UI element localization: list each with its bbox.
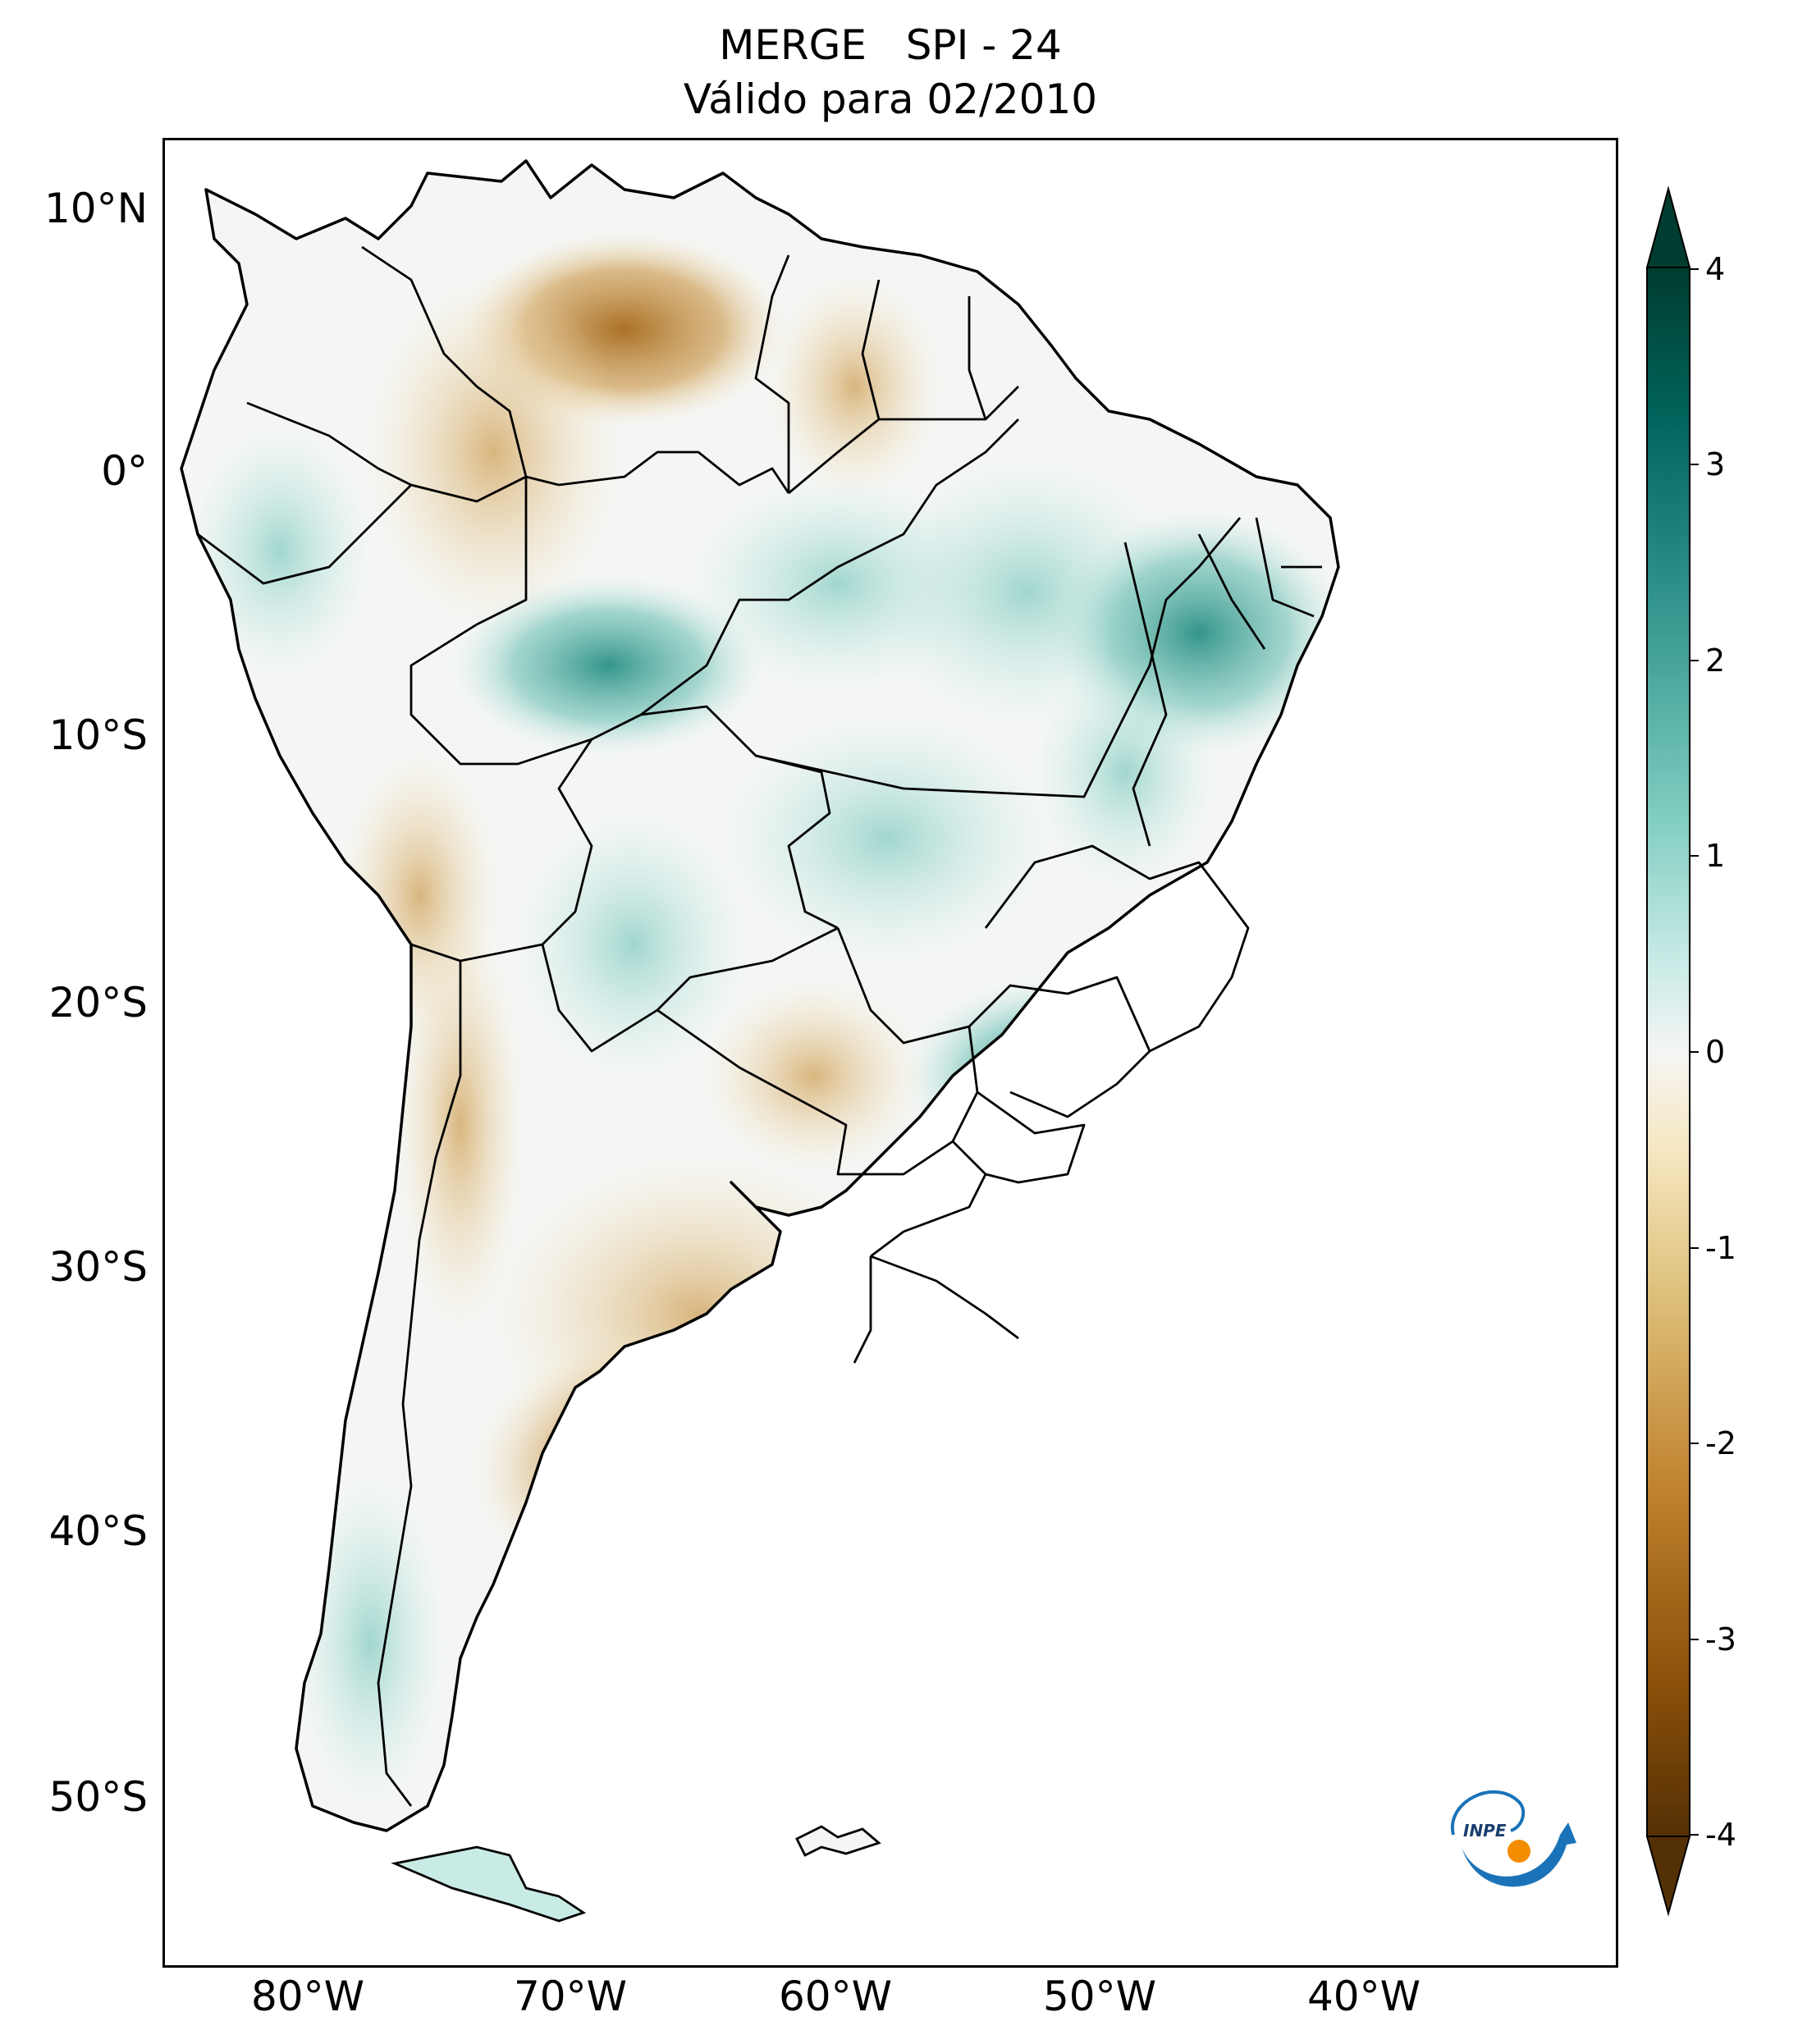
logo-dot-icon bbox=[1507, 1840, 1530, 1863]
falkland-islands bbox=[795, 1825, 881, 1857]
wet-anomaly-amazon-west bbox=[452, 575, 764, 756]
border-venezuela-guyana bbox=[754, 254, 790, 493]
land-shading bbox=[181, 161, 1338, 1831]
border-guianas-brazil bbox=[788, 386, 1019, 495]
logo-swoosh-icon bbox=[1450, 1790, 1526, 1836]
country-borders bbox=[197, 245, 1322, 1807]
lon-label-70w: 70°W bbox=[513, 1973, 628, 2020]
map-subtitle: Válido para 02/2010 bbox=[683, 75, 1098, 123]
dry-anomaly-colombia bbox=[362, 272, 624, 633]
colorbar-gradient bbox=[1646, 267, 1690, 1837]
lat-label-0: 0° bbox=[101, 447, 148, 495]
colorbar-bottom-arrow bbox=[1645, 1836, 1691, 1917]
border-colombia-brazil bbox=[476, 477, 528, 626]
wet-anomaly-tocantins bbox=[1035, 657, 1215, 887]
border-suriname-guiana bbox=[968, 296, 987, 420]
border-brazil-states-sp bbox=[968, 976, 1151, 1118]
colorbar-top-arrow bbox=[1645, 185, 1691, 268]
colorbar-label-minus4: -4 bbox=[1705, 1817, 1736, 1853]
lon-label-60w: 60°W bbox=[778, 1973, 893, 2020]
colorbar-label-4: 4 bbox=[1705, 251, 1726, 287]
colorbar-label-1: 1 bbox=[1705, 838, 1726, 874]
tierra-del-fuego bbox=[391, 1845, 587, 1923]
lat-label-10n: 10°N bbox=[43, 185, 148, 232]
coastline bbox=[180, 159, 1340, 1832]
border-bolivia-paraguay bbox=[657, 926, 839, 1011]
wet-anomaly-ecuador bbox=[190, 428, 370, 674]
border-bolivia-chile-argentina bbox=[541, 944, 658, 1053]
dry-anomaly-argentina-pampa bbox=[469, 1330, 895, 1609]
dry-anomaly-paraguay bbox=[698, 977, 928, 1174]
colorbar bbox=[1645, 185, 1699, 1917]
colorbar-label-0: 0 bbox=[1705, 1034, 1726, 1070]
lat-label-50s: 50°S bbox=[48, 1773, 148, 1821]
colorbar-label-minus1: -1 bbox=[1705, 1230, 1736, 1266]
lon-label-40w: 40°W bbox=[1306, 1973, 1421, 2020]
colorbar-label-2: 2 bbox=[1705, 642, 1726, 679]
wet-anomaly-bolivia bbox=[518, 813, 748, 1076]
south-america-map: INPE bbox=[180, 159, 1576, 1923]
border-brazil-states-mg bbox=[984, 844, 1250, 1053]
lat-label-20s: 20°S bbox=[48, 979, 148, 1027]
border-uruguay-brazil bbox=[870, 1255, 1019, 1340]
border-colombia-ecuador bbox=[246, 401, 412, 487]
colorbar-label-minus2: -2 bbox=[1705, 1425, 1736, 1461]
border-argentina-uruguay bbox=[853, 1256, 872, 1364]
inpe-logo: INPE bbox=[1450, 1790, 1576, 1887]
colorbar-ticks bbox=[1690, 268, 1699, 1836]
lon-label-80w: 80°W bbox=[250, 1973, 365, 2020]
lat-label-30s: 30°S bbox=[48, 1243, 148, 1291]
border-ecuador-peru bbox=[197, 484, 412, 585]
border-paraguay-argentina bbox=[657, 1008, 954, 1176]
lon-label-50w: 50°W bbox=[1042, 1973, 1157, 2020]
dry-anomaly-chile-north bbox=[395, 912, 526, 1338]
logo-arc-icon bbox=[1462, 1822, 1576, 1887]
border-guyana-suriname bbox=[861, 279, 881, 420]
wet-anomaly-southeast bbox=[904, 977, 1215, 1174]
border-brazil-states-north bbox=[640, 418, 1019, 716]
colorbar-label-minus3: -3 bbox=[1705, 1621, 1736, 1658]
border-chile-argentina bbox=[377, 961, 462, 1807]
dry-anomaly-guyana bbox=[764, 272, 945, 501]
logo-text: INPE bbox=[1463, 1821, 1507, 1841]
border-paraguay-brazil bbox=[836, 927, 979, 1142]
border-venezuela-brazil bbox=[558, 450, 790, 494]
map-panel: INPE bbox=[162, 138, 1618, 1968]
border-brazil-states-center bbox=[755, 517, 1242, 798]
border-bolivia-brazil bbox=[640, 705, 839, 930]
border-brazil-states-ne bbox=[1123, 517, 1322, 847]
border-brazil-states-south bbox=[977, 1091, 1086, 1184]
map-title: MERGE SPI - 24 bbox=[719, 21, 1062, 69]
wet-anomaly-chile-south bbox=[296, 1478, 444, 1806]
border-peru-bolivia bbox=[542, 738, 593, 945]
lat-label-10s: 10°S bbox=[48, 711, 148, 759]
colorbar-label-3: 3 bbox=[1705, 446, 1726, 482]
lat-label-40s: 40°S bbox=[48, 1507, 148, 1555]
border-colombia-peru bbox=[410, 475, 527, 503]
wet-anomaly-mato-grosso bbox=[723, 715, 1051, 961]
border-argentina-brazil bbox=[870, 1141, 987, 1258]
